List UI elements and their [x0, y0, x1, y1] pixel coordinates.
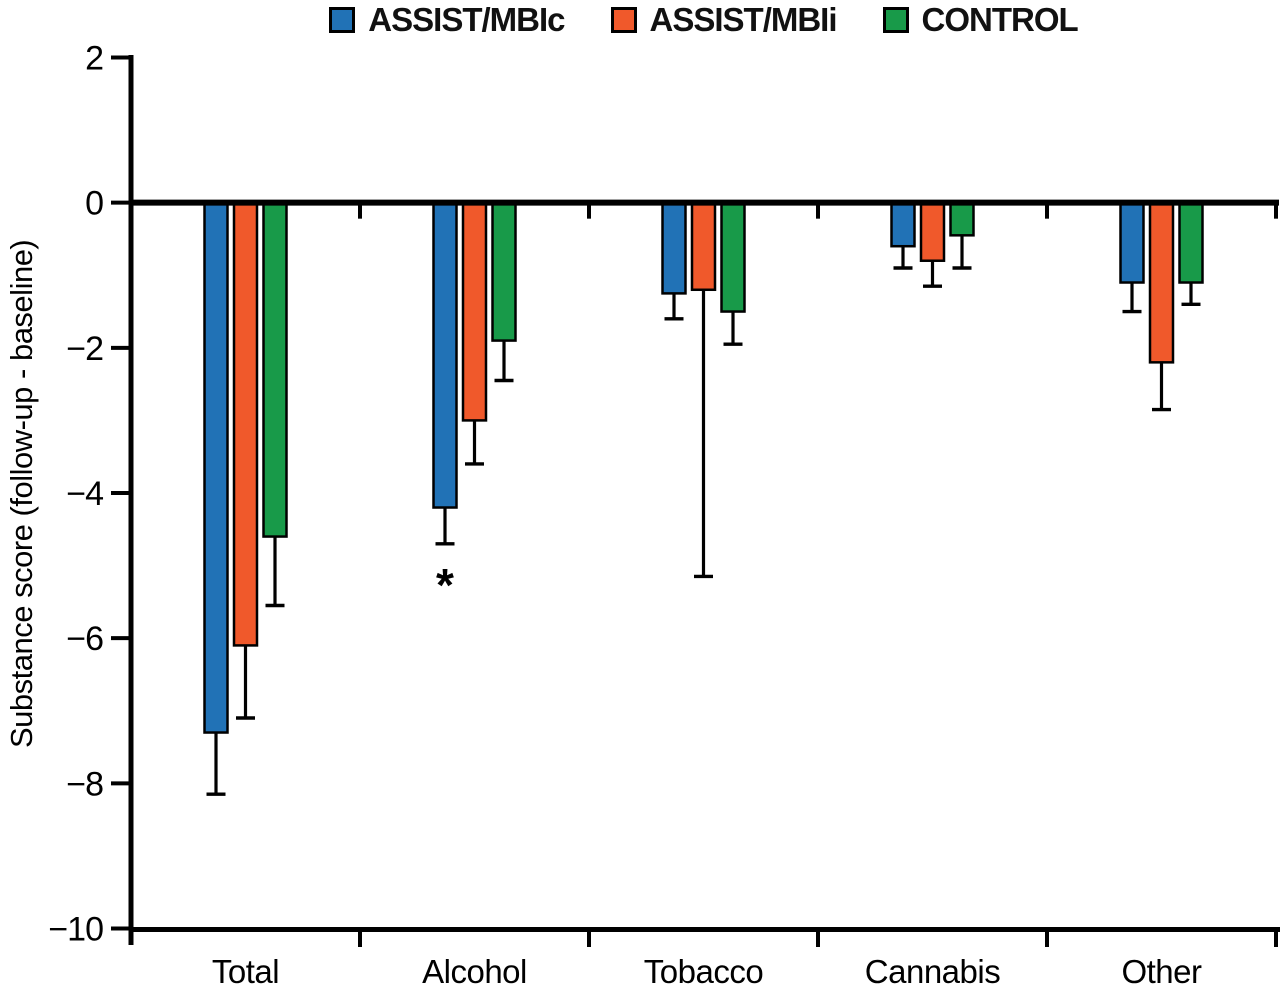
legend-swatch-assist-mbii [610, 7, 637, 33]
category-label-other: Other [1121, 953, 1202, 990]
y-tick-label-2: −2 [66, 330, 103, 368]
bar-assist-mbic-cannabis [890, 201, 916, 248]
bar-assist-mbii-total [232, 201, 259, 647]
legend-label-assist-mbic: ASSIST/MBIc [368, 1, 565, 38]
y-tick-label-8: −8 [66, 765, 103, 803]
bar-assist-mbic-alcohol [432, 201, 458, 509]
y-axis-title: Substance score (follow-up - baseline) [4, 239, 39, 749]
bar-assist-mbic-other [1119, 201, 1145, 284]
legend-item-control: CONTROL [882, 1, 1079, 39]
category-label-cannabis: Cannabis [865, 953, 1000, 990]
category-label-tobacco: Tobacco [644, 953, 763, 990]
bar-assist-mbii-other [1148, 201, 1175, 364]
legend: ASSIST/MBIc ASSIST/MBIi CONTROL [131, 1, 1276, 39]
significance-asterisk-assist-mbic-alcohol: * [436, 559, 454, 611]
bar-control-total [262, 201, 288, 538]
bar-control-other [1178, 201, 1204, 284]
bar-assist-mbii-tobacco [690, 201, 717, 292]
y-tick-label-0: 0 [85, 185, 103, 223]
bar-control-tobacco [720, 201, 746, 313]
bar-assist-mbic-tobacco [661, 201, 687, 295]
category-label-alcohol: Alcohol [422, 953, 527, 990]
bar-assist-mbii-cannabis [919, 201, 946, 262]
legend-item-assist-mbic: ASSIST/MBIc [329, 1, 566, 39]
bar-control-alcohol [491, 201, 517, 342]
category-label-total: Total [212, 953, 279, 990]
legend-label-control: CONTROL [921, 1, 1079, 38]
legend-label-assist-mbii: ASSIST/MBIi [649, 1, 838, 38]
legend-swatch-control [882, 7, 909, 33]
legend-swatch-assist-mbic [329, 7, 356, 33]
legend-item-assist-mbii: ASSIST/MBIi [610, 1, 838, 39]
y-tick-label-4: −4 [66, 475, 103, 513]
y-tick-label-10: −10 [48, 911, 103, 949]
bar-control-cannabis [949, 201, 975, 237]
bar-assist-mbii-alcohol [461, 201, 488, 422]
y-tick-label-2: 2 [85, 40, 103, 78]
y-tick-label-6: −6 [66, 620, 103, 658]
bar-assist-mbic-total [203, 201, 229, 734]
